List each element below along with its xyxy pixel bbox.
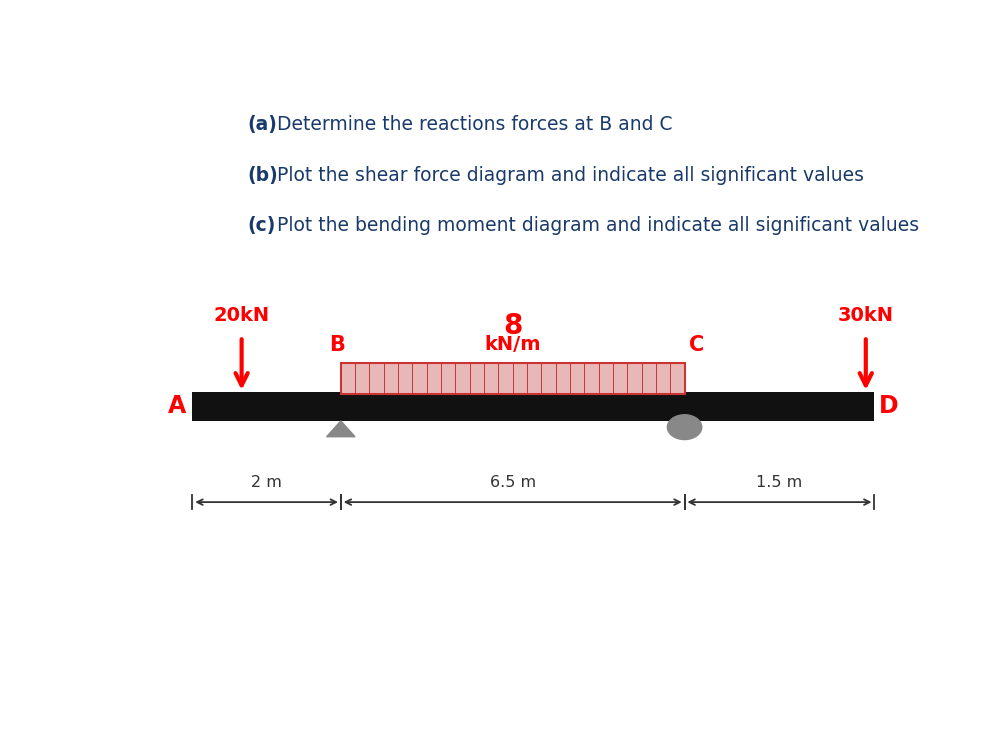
Bar: [193, 392, 874, 421]
Text: kN/m: kN/m: [485, 335, 541, 354]
Text: 2 m: 2 m: [251, 475, 282, 490]
Text: (c): (c): [247, 217, 275, 236]
Circle shape: [667, 415, 702, 439]
Text: B: B: [329, 335, 345, 355]
Text: A: A: [168, 395, 186, 418]
Text: 8: 8: [503, 313, 522, 340]
Polygon shape: [327, 421, 355, 437]
Text: (b): (b): [247, 165, 278, 184]
Text: 20kN: 20kN: [214, 306, 270, 325]
Text: C: C: [688, 335, 704, 355]
Text: (a): (a): [247, 115, 277, 134]
Text: 1.5 m: 1.5 m: [756, 475, 802, 490]
Text: 30kN: 30kN: [838, 306, 894, 325]
Text: Plot the shear force diagram and indicate all significant values: Plot the shear force diagram and indicat…: [277, 165, 864, 184]
Text: D: D: [879, 395, 899, 418]
Text: 6.5 m: 6.5 m: [490, 475, 536, 490]
Text: Plot the bending moment diagram and indicate all significant values: Plot the bending moment diagram and indi…: [277, 217, 919, 236]
Bar: [341, 363, 684, 394]
Text: Determine the reactions forces at B and C: Determine the reactions forces at B and …: [277, 115, 672, 134]
